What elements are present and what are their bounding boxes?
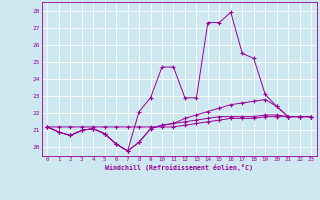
X-axis label: Windchill (Refroidissement éolien,°C): Windchill (Refroidissement éolien,°C) [105,164,253,171]
